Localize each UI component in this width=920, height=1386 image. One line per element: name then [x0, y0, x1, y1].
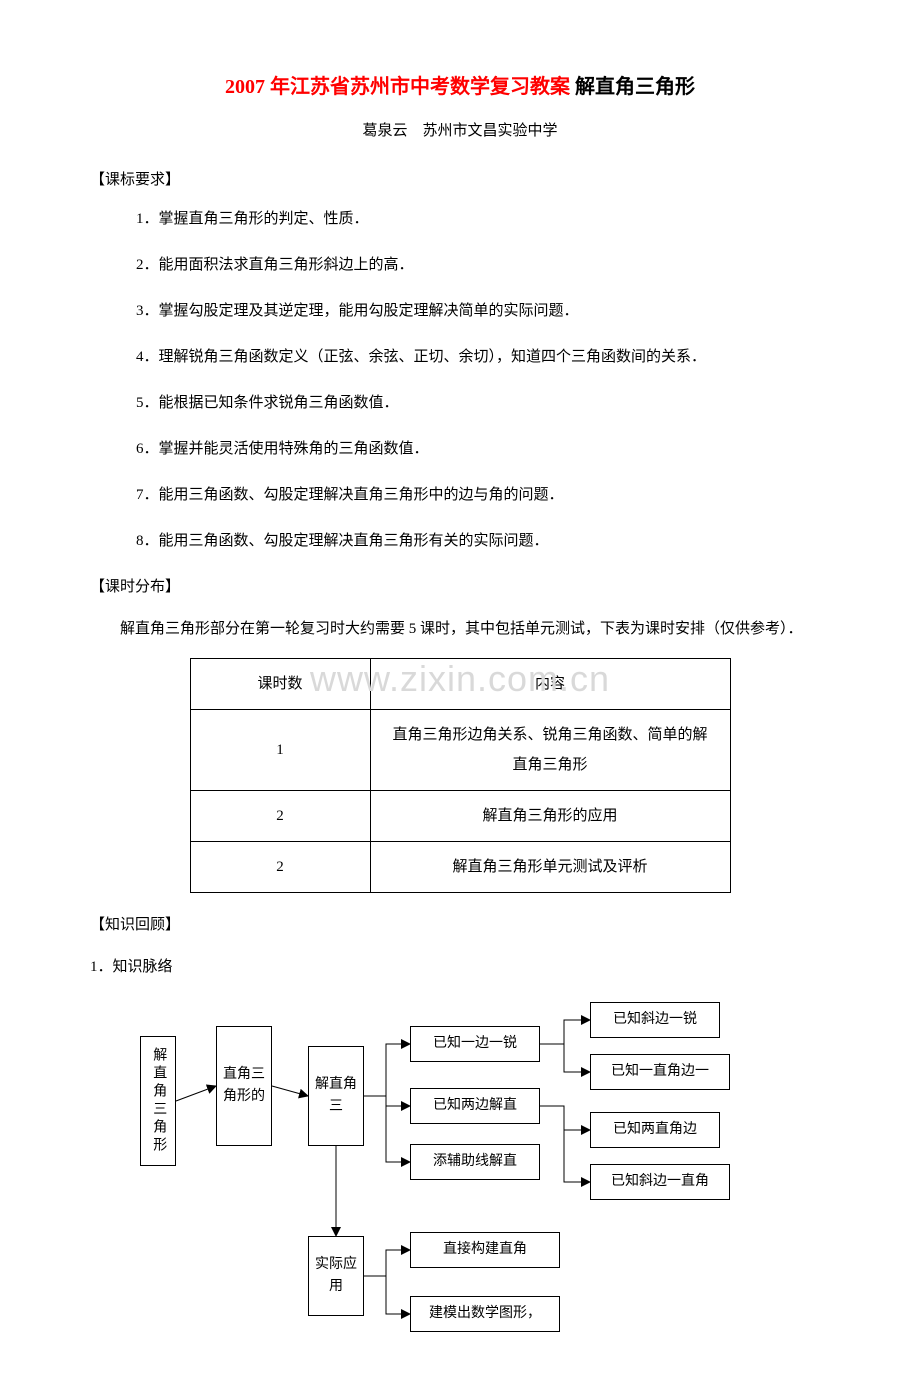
- diagram-node: 建模出数学图形，: [410, 1296, 560, 1332]
- diagram-node: 已知一边一锐: [410, 1026, 540, 1062]
- req-item: 6．掌握并能灵活使用特殊角的三角函数值．: [136, 437, 830, 461]
- req-item: 7．能用三角函数、勾股定理解决直角三角形中的边与角的问题．: [136, 483, 830, 507]
- diagram-node: 已知两边解直: [410, 1088, 540, 1124]
- diagram-node: 添辅助线解直: [410, 1144, 540, 1180]
- table-header: 内容: [370, 659, 730, 710]
- diagram-node: 已知斜边一锐: [590, 1002, 720, 1038]
- title-red: 2007 年江苏省苏州市中考数学复习教案: [225, 76, 570, 98]
- diagram-node: 解直角三: [308, 1046, 364, 1146]
- title-black: 解直角三角形: [570, 76, 695, 98]
- diagram-node: 实际应用: [308, 1236, 364, 1316]
- table-cell: 解直角三角形单元测试及评析: [370, 842, 730, 893]
- diagram-node: 已知两直角边: [590, 1112, 720, 1148]
- table-cell: 2: [190, 791, 370, 842]
- table-cell: 直角三角形边角关系、锐角三角函数、简单的解直角三角形: [370, 710, 730, 791]
- table-row: 1直角三角形边角关系、锐角三角函数、简单的解直角三角形: [190, 710, 730, 791]
- table-cell: 2: [190, 842, 370, 893]
- req-item: 3．掌握勾股定理及其逆定理，能用勾股定理解决简单的实际问题．: [136, 299, 830, 323]
- diagram-node: 直接构建直角: [410, 1232, 560, 1268]
- knowledge-diagram: 解直角三角形 直角三角形的解直角三实际应用 已知一边一锐已知两边解直添辅助线解直直接…: [90, 996, 830, 1346]
- table-cell: 1: [190, 710, 370, 791]
- section-kebiao: 【课标要求】: [90, 168, 830, 189]
- zhishi-sub: 1．知识脉络: [90, 952, 830, 982]
- req-item: 5．能根据已知条件求锐角三角函数值．: [136, 391, 830, 415]
- diagram-node: 直角三角形的: [216, 1026, 272, 1146]
- author: 葛泉云 苏州市文昌实验中学: [90, 119, 830, 140]
- diagram-node: 已知斜边一直角: [590, 1164, 730, 1200]
- keshi-para: 解直角三角形部分在第一轮复习时大约需要 5 课时，其中包括单元测试，下表为课时安…: [90, 614, 803, 644]
- table-row: 2解直角三角形的应用: [190, 791, 730, 842]
- req-item: 8．能用三角函数、勾股定理解决直角三角形有关的实际问题．: [136, 529, 830, 553]
- schedule-table: 课时数内容1直角三角形边角关系、锐角三角函数、简单的解直角三角形2解直角三角形的…: [190, 658, 731, 893]
- table-row: 2解直角三角形单元测试及评析: [190, 842, 730, 893]
- table-header: 课时数: [190, 659, 370, 710]
- req-item: 1．掌握直角三角形的判定、性质．: [136, 207, 830, 231]
- req-item: 4．理解锐角三角函数定义（正弦、余弦、正切、余切），知道四个三角函数间的关系．: [136, 345, 830, 369]
- section-zhishi: 【知识回顾】: [90, 913, 830, 934]
- table-cell: 解直角三角形的应用: [370, 791, 730, 842]
- diagram-node: 解直角三角形: [140, 1036, 176, 1166]
- section-keshi: 【课时分布】: [90, 575, 830, 596]
- req-item: 2．能用面积法求直角三角形斜边上的高．: [136, 253, 830, 277]
- diagram-node: 已知一直角边一: [590, 1054, 730, 1090]
